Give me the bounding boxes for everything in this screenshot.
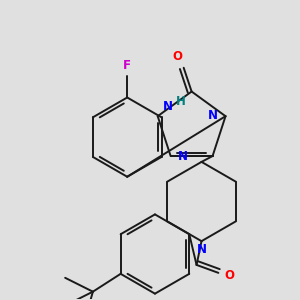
Text: N: N xyxy=(163,100,172,113)
Text: N: N xyxy=(196,243,206,256)
Text: N: N xyxy=(208,109,218,122)
Text: F: F xyxy=(123,59,131,72)
Text: N: N xyxy=(178,150,188,163)
Text: H: H xyxy=(176,95,185,108)
Text: O: O xyxy=(224,269,234,282)
Text: O: O xyxy=(173,50,183,63)
